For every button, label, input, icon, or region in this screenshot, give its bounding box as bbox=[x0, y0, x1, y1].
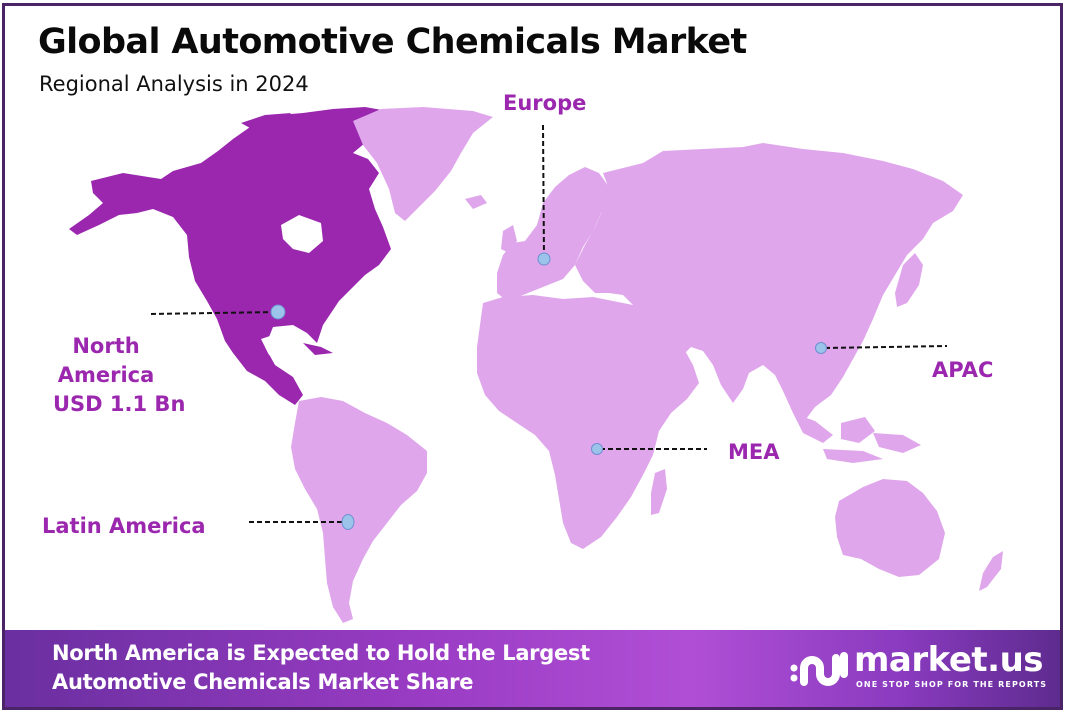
logo-tagline: ONE STOP SHOP FOR THE REPORTS bbox=[856, 680, 1048, 689]
leader-line-north-america bbox=[150, 311, 278, 315]
region-north-america bbox=[69, 107, 391, 405]
infographic-frame: Global Automotive Chemicals Market Regio… bbox=[2, 3, 1063, 710]
region-mea bbox=[477, 295, 699, 549]
marker-mea[interactable] bbox=[591, 443, 603, 455]
label-north-america-value: USD 1.1 Bn bbox=[53, 392, 186, 416]
hudson-bay bbox=[281, 215, 323, 253]
label-north-america: North America USD 1.1 Bn bbox=[53, 332, 186, 419]
region-se-asia bbox=[793, 413, 921, 463]
label-north-america-line2: America bbox=[57, 363, 155, 387]
region-australia bbox=[835, 479, 945, 577]
market-us-logo-icon bbox=[790, 652, 848, 686]
region-new-zealand bbox=[979, 551, 1003, 591]
leader-line-apac bbox=[824, 345, 948, 349]
marker-europe[interactable] bbox=[537, 252, 551, 266]
label-europe: Europe bbox=[503, 91, 587, 115]
footer-banner: North America is Expected to Hold the La… bbox=[5, 630, 1060, 707]
label-mea: MEA bbox=[728, 440, 780, 464]
banner-line-1: North America is Expected to Hold the La… bbox=[52, 641, 590, 665]
label-apac: APAC bbox=[932, 358, 994, 382]
gulf-of-mexico bbox=[261, 333, 299, 359]
world-map bbox=[69, 107, 1003, 623]
banner-text: North America is Expected to Hold the La… bbox=[52, 639, 590, 697]
banner-line-2: Automotive Chemicals Market Share bbox=[52, 670, 474, 694]
label-latin-america: Latin America bbox=[42, 514, 206, 538]
region-greenland bbox=[353, 107, 493, 221]
page-subtitle: Regional Analysis in 2024 bbox=[39, 72, 309, 96]
logo-name: market.us bbox=[854, 640, 1044, 680]
region-apac bbox=[575, 143, 963, 423]
region-uk bbox=[501, 225, 517, 253]
region-europe bbox=[497, 167, 615, 301]
leader-lines bbox=[150, 124, 948, 523]
marker-apac[interactable] bbox=[815, 342, 827, 354]
region-latin-america bbox=[291, 397, 427, 623]
region-japan bbox=[895, 253, 923, 307]
page-title: Global Automotive Chemicals Market bbox=[38, 22, 747, 62]
market-us-logo[interactable]: market.us ONE STOP SHOP FOR THE REPORTS bbox=[790, 640, 1046, 694]
leader-line-europe bbox=[542, 124, 545, 259]
marker-latin-america[interactable] bbox=[341, 514, 355, 530]
label-north-america-line1: North bbox=[72, 334, 140, 358]
marker-north-america[interactable] bbox=[270, 304, 286, 320]
region-iceland bbox=[465, 195, 487, 209]
region-madagascar bbox=[651, 469, 667, 515]
region-markers bbox=[270, 252, 827, 530]
